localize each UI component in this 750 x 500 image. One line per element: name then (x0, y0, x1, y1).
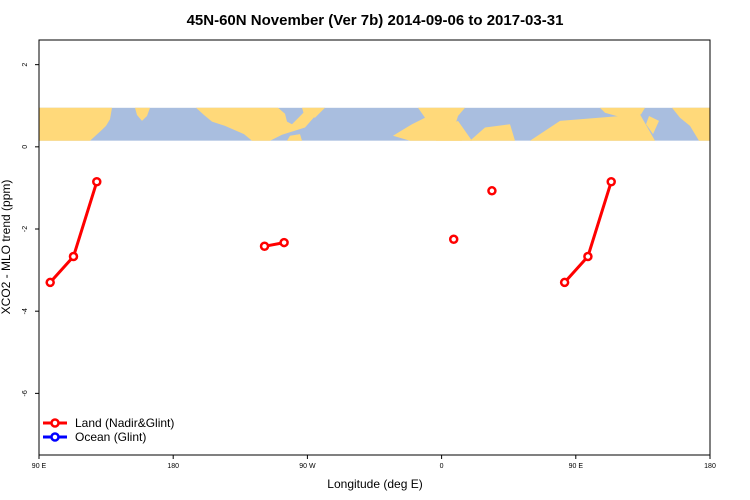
map-land-10 (646, 116, 659, 135)
legend-label-0: Land (Nadir&Glint) (75, 416, 174, 430)
y-axis-label: XCO2 - MLO trend (ppm) (0, 180, 13, 315)
y-axis: 2 0 -2 -4 -6 (22, 63, 39, 396)
series-0-point-3-0 (487, 186, 497, 196)
y-tick-label-1: 0 (22, 145, 29, 149)
legend-label-1: Ocean (Glint) (75, 430, 146, 444)
series-0-point-1-0 (259, 241, 270, 252)
x-tick-label-1: 180 (167, 463, 179, 470)
x-tick-label-5: 180 (704, 463, 716, 470)
series-0-point-4-2 (606, 177, 616, 187)
world-map-band (39, 107, 710, 141)
series-0-point-4-0 (559, 277, 570, 288)
map-land-9 (600, 107, 645, 117)
y-tick-label-2: -2 (22, 226, 29, 232)
map-land-2 (196, 107, 318, 141)
series-0-point-0-0 (45, 277, 55, 288)
series-0-point-0-2 (92, 177, 102, 187)
map-land-1 (135, 107, 150, 121)
series-layer (45, 177, 616, 288)
y-tick-label-0: 2 (22, 63, 29, 67)
map-land-11 (672, 107, 710, 141)
series-0-line-4 (563, 181, 613, 284)
x-tick-label-2: 90 W (299, 463, 316, 470)
series-0-point-2-0 (448, 234, 459, 245)
map-land-3 (302, 107, 325, 118)
map-land-6 (436, 120, 472, 141)
legend: Land (Nadir&Glint)Ocean (Glint) (43, 416, 174, 444)
x-tick-label-0: 90 E (32, 463, 47, 470)
map-land-0 (39, 107, 112, 141)
map-land-8 (530, 114, 655, 141)
map-land-7 (470, 124, 515, 141)
x-axis-label: Longitude (deg E) (327, 477, 422, 491)
chart-title: 45N-60N November (Ver 7b) 2014-09-06 to … (187, 12, 564, 29)
legend-marker-0 (50, 418, 60, 428)
x-tick-label-3: 0 (440, 463, 444, 470)
series-0-point-0-1 (68, 251, 79, 262)
y-tick-label-4: -6 (22, 390, 29, 396)
legend-marker-1 (50, 432, 60, 442)
series-0-line-0 (49, 181, 99, 284)
x-tick-label-4: 90 E (569, 463, 584, 470)
plot-frame (38, 39, 711, 456)
series-0-point-4-1 (583, 251, 593, 262)
series-0-point-1-1 (279, 237, 289, 248)
y-tick-label-3: -4 (22, 308, 29, 314)
map-land-4 (287, 134, 302, 141)
x-axis: 90 E 180 90 W 0 90 E 180 (32, 455, 716, 470)
